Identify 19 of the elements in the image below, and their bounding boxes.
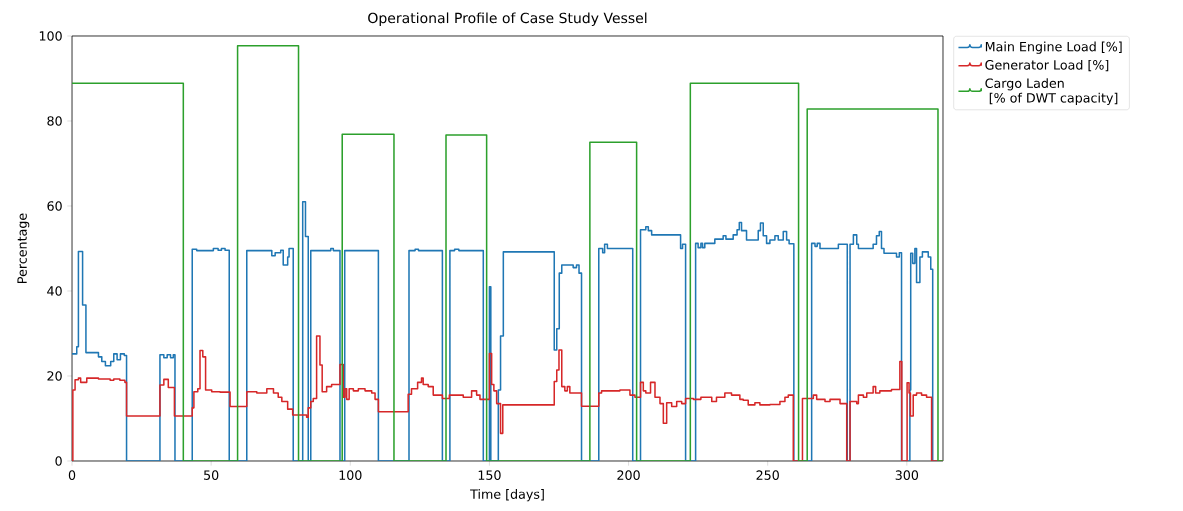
x-tick-label: 0 [68, 470, 76, 480]
y-tick-label: 0 [55, 456, 62, 466]
x-tick-label: 200 [617, 470, 640, 480]
legend-label: Main Engine Load [%] [985, 41, 1122, 54]
x-axis-title: Time [days] [470, 489, 544, 502]
x-tick-label: 300 [895, 470, 919, 480]
legend-label: Generator Load [%] [985, 59, 1109, 72]
x-tick-label: 150 [478, 470, 501, 480]
x-tick-label: 100 [339, 470, 362, 480]
y-tick-label: 60 [47, 201, 62, 211]
y-tick-label: 100 [39, 31, 62, 41]
x-tick-label: 50 [204, 470, 219, 480]
y-axis-title: Percentage [17, 213, 30, 283]
y-tick-label: 20 [47, 371, 62, 381]
x-tick-label: 250 [756, 470, 779, 480]
legend-label: Cargo Laden [% of DWT capacity] [985, 78, 1118, 106]
chart-title: Operational Profile of Case Study Vessel [368, 12, 647, 26]
y-tick-label: 80 [47, 116, 62, 126]
y-tick-label: 40 [47, 286, 62, 296]
